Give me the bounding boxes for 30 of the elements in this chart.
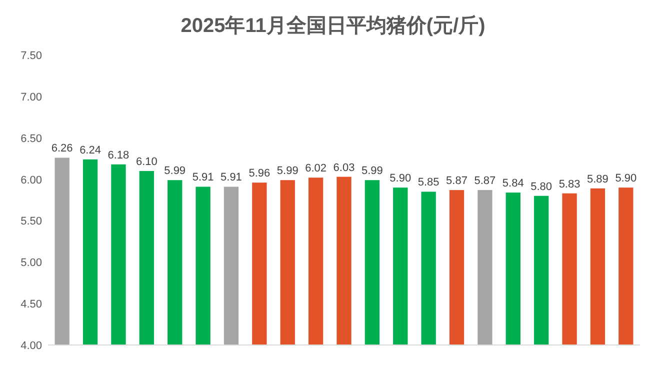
y-tick-label: 4.00 [20,340,42,352]
y-tick-label: 6.00 [20,174,42,186]
data-label: 5.91 [220,172,242,184]
data-label: 5.84 [502,178,524,190]
data-label: 5.99 [164,165,186,178]
y-tick-label: 5.00 [20,257,42,270]
data-label: 6.18 [108,149,130,162]
data-label: 5.85 [418,176,440,189]
y-tick-label: 6.50 [20,132,42,145]
data-label: 6.10 [136,156,158,168]
chart-title: 2025年11月全国日平均猪价(元/斤) [180,14,486,37]
data-label: 5.91 [192,172,214,184]
data-label: 5.87 [446,175,468,188]
data-label: 5.99 [361,165,383,178]
y-tick-label: 7.00 [20,91,42,104]
data-label: 6.02 [305,162,327,175]
data-label: 5.96 [248,168,270,180]
data-label: 6.03 [333,162,355,174]
y-tick-label: 4.50 [20,298,42,311]
data-label: 5.99 [276,165,298,178]
data-label: 5.87 [474,175,496,188]
data-label: 6.24 [80,144,101,156]
data-label: 5.90 [390,172,412,185]
y-tick-label: 5.50 [20,216,42,228]
data-label: 5.89 [587,173,608,186]
data-label: 6.26 [51,142,73,155]
data-label: 5.90 [615,172,637,185]
data-label: 5.83 [558,178,580,190]
y-tick-label: 7.50 [20,50,42,62]
data-label: 5.80 [530,180,552,193]
